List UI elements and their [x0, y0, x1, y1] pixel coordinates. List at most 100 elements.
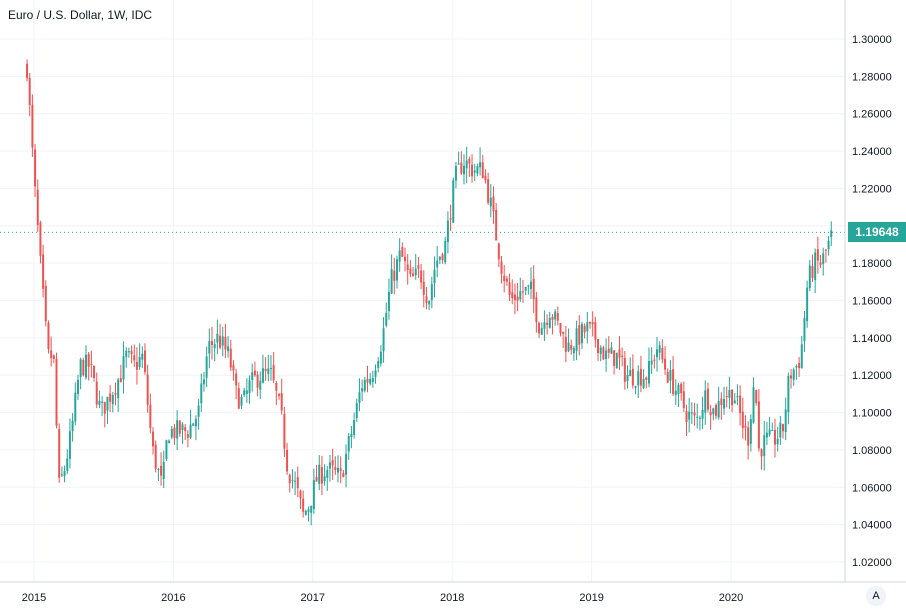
- candle-body: [310, 505, 313, 513]
- candle-body: [605, 350, 608, 360]
- candle-body: [747, 427, 750, 446]
- candle-body: [371, 377, 374, 383]
- x-tick-label: 2017: [301, 592, 325, 604]
- candle-body: [117, 379, 120, 399]
- candle-body: [731, 389, 734, 406]
- candle-body: [135, 361, 138, 370]
- x-tick-label: 2015: [22, 592, 46, 604]
- candle-body: [674, 390, 677, 396]
- candle-body: [74, 392, 77, 422]
- candle-body: [532, 278, 535, 300]
- candle-body: [816, 249, 819, 261]
- candle-body: [401, 247, 404, 257]
- candle-body: [299, 490, 302, 499]
- candle-body: [235, 373, 238, 386]
- candle-body: [594, 322, 597, 340]
- candle-body: [409, 268, 412, 275]
- candle-body: [119, 378, 122, 383]
- candle-body: [125, 350, 128, 357]
- candle-body: [280, 393, 283, 411]
- candle-body: [473, 170, 476, 173]
- candle-body: [101, 401, 104, 403]
- candle-body: [213, 344, 216, 349]
- candle-body: [178, 420, 181, 434]
- y-tick-label: 1.10000: [852, 408, 892, 420]
- candle-body: [449, 218, 452, 220]
- candle-body: [749, 419, 752, 444]
- y-tick-label: 1.08000: [852, 445, 892, 457]
- auto-scale-button[interactable]: A: [866, 586, 886, 606]
- candle-body: [792, 369, 795, 380]
- candle-body: [441, 254, 444, 261]
- candle-body: [34, 149, 37, 187]
- candle-body: [830, 230, 833, 238]
- candle-body: [503, 275, 506, 282]
- candle-body: [283, 413, 286, 449]
- candle-body: [227, 346, 230, 352]
- candle-body: [361, 388, 364, 392]
- candle-body: [760, 449, 763, 457]
- candle-body: [393, 270, 396, 281]
- candle-body: [68, 431, 71, 459]
- candle-body: [782, 424, 785, 432]
- candle-body: [154, 444, 157, 469]
- candle-body: [599, 347, 602, 354]
- candle-body: [109, 393, 112, 402]
- candle-body: [519, 290, 522, 300]
- candle-body: [93, 365, 96, 378]
- candle-body: [664, 358, 667, 370]
- candle-body: [165, 440, 168, 459]
- candle-body: [457, 163, 460, 165]
- candle-body: [202, 379, 205, 385]
- candle-body: [138, 357, 141, 367]
- candle-body: [511, 292, 514, 299]
- candle-body: [771, 429, 774, 431]
- candle-body: [82, 359, 85, 376]
- candle-body: [768, 429, 771, 435]
- candle-body: [294, 480, 297, 482]
- candle-body: [460, 162, 463, 174]
- candle-body: [623, 358, 626, 382]
- candle-body: [264, 368, 267, 371]
- candle-body: [194, 418, 197, 427]
- candle-body: [647, 361, 650, 384]
- candle-body: [701, 409, 704, 419]
- candle-body: [425, 296, 428, 303]
- y-tick-label: 1.04000: [852, 520, 892, 532]
- candle-body: [318, 464, 321, 484]
- candle-body: [479, 162, 482, 168]
- candle-body: [430, 284, 433, 301]
- candle-body: [540, 328, 543, 335]
- candle-body: [168, 440, 171, 444]
- candle-body: [95, 381, 98, 405]
- candle-body: [170, 428, 173, 438]
- y-tick-label: 1.02000: [852, 557, 892, 569]
- candle-body: [548, 318, 551, 328]
- candle-body: [377, 361, 380, 368]
- candle-body: [50, 350, 53, 359]
- candle-body: [245, 390, 248, 394]
- candle-body: [143, 350, 146, 373]
- candle-body: [205, 356, 208, 378]
- candle-body: [790, 375, 793, 379]
- candle-body: [248, 380, 251, 394]
- candle-body: [382, 328, 385, 352]
- candle-body: [85, 354, 88, 378]
- candle-body: [658, 345, 661, 353]
- candle-body: [141, 353, 144, 360]
- candle-body: [291, 479, 294, 481]
- candle-body: [725, 396, 728, 398]
- candle-body: [682, 391, 685, 409]
- y-tick-label: 1.26000: [852, 109, 892, 121]
- candle-body: [795, 366, 798, 368]
- candle-body: [31, 104, 34, 148]
- candle-body: [422, 281, 425, 295]
- candle-body: [398, 250, 401, 262]
- candle-body: [583, 325, 586, 333]
- candle-body: [650, 360, 653, 365]
- candle-body: [52, 355, 55, 359]
- candle-body: [717, 400, 720, 418]
- candle-body: [597, 339, 600, 354]
